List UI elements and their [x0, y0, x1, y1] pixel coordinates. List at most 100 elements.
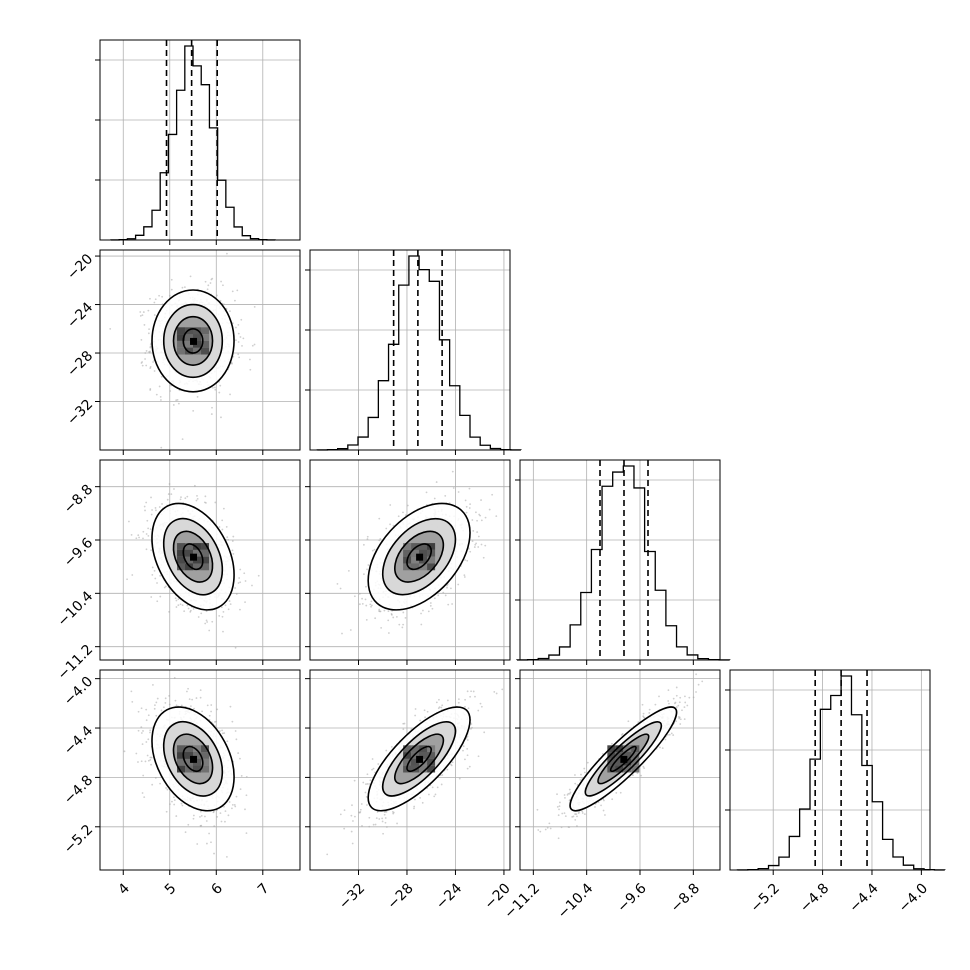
scatter-point — [173, 796, 175, 799]
density-pixel — [201, 334, 210, 341]
scatter-point — [476, 531, 479, 533]
scatter-point — [389, 504, 392, 506]
density-pixel — [201, 327, 210, 335]
scatter-point — [249, 368, 252, 371]
histogram-2 — [316, 255, 522, 451]
contour-line — [151, 706, 235, 812]
scatter-point — [189, 705, 192, 708]
scatter-point — [214, 721, 216, 723]
scatter-point — [154, 704, 156, 707]
scatter-point — [149, 367, 152, 370]
scatter-point — [350, 814, 353, 817]
scatter-point — [204, 622, 207, 625]
scatter-point — [219, 299, 222, 302]
contour-line — [151, 289, 235, 393]
panel-content — [126, 483, 260, 649]
density-pixel — [193, 752, 202, 759]
scatter-point — [144, 760, 147, 763]
scatter-point — [464, 758, 466, 761]
scatter-point — [476, 519, 478, 522]
scatter-point — [358, 592, 361, 595]
scatter-point — [168, 610, 171, 613]
density-pixel — [201, 543, 210, 550]
scatter-point — [145, 364, 148, 367]
scatter-point — [442, 591, 445, 594]
scatter-point — [251, 584, 253, 587]
scatter-point — [235, 795, 238, 798]
scatter-point — [147, 534, 150, 537]
scatter-point — [173, 677, 176, 679]
scatter-point — [168, 483, 171, 485]
scatter-point — [211, 406, 213, 409]
scatter-point — [220, 820, 223, 823]
scatter-point — [349, 629, 352, 631]
scatter-point — [444, 494, 447, 497]
scatter-point — [469, 503, 472, 506]
scatter-point — [159, 574, 162, 577]
scatter-point — [196, 843, 199, 845]
density-pixel — [201, 347, 210, 355]
scatter-point — [140, 707, 143, 710]
scatter-point — [183, 286, 186, 289]
panel-content — [326, 688, 504, 856]
scatter-point — [127, 520, 130, 523]
scatter-point — [192, 814, 195, 817]
scatter-point — [186, 690, 188, 693]
scatter-point — [187, 823, 190, 826]
scatter-point — [224, 820, 226, 823]
density-pixel — [403, 752, 412, 759]
density-pixel — [201, 556, 210, 564]
scatter-point — [387, 610, 390, 613]
scatter-point — [195, 499, 198, 502]
scatter-point — [155, 509, 157, 512]
scatter-point — [471, 540, 474, 543]
density-pixel — [193, 563, 202, 571]
scatter-point — [370, 600, 373, 603]
density-pixel — [201, 549, 210, 557]
scatter-point — [137, 710, 140, 713]
scatter-point — [444, 594, 447, 597]
scatter-point — [371, 549, 374, 552]
scatter-point — [452, 487, 455, 489]
scatter-point — [473, 546, 476, 548]
scatter-point — [441, 704, 444, 707]
scatter-point — [477, 709, 480, 712]
scatter-point — [462, 749, 464, 752]
scatter-point — [385, 749, 388, 752]
scatter-point — [196, 497, 199, 500]
panel-frame — [99, 249, 301, 451]
scatter-point — [213, 825, 216, 828]
scatter-point — [227, 608, 230, 611]
scatter-point — [169, 803, 171, 806]
scatter-point — [200, 824, 203, 827]
scatter-point — [177, 604, 180, 607]
scatter-point — [413, 807, 415, 810]
scatter-point — [450, 587, 452, 590]
scatter-point — [214, 388, 217, 391]
scatter-point — [149, 528, 152, 531]
scatter-point — [218, 526, 221, 528]
scatter-point — [137, 761, 139, 763]
scatter-point — [199, 810, 202, 813]
density-pixel — [177, 765, 186, 773]
contour-line — [381, 517, 457, 596]
scatter-point — [402, 611, 405, 614]
scatter-point — [142, 774, 145, 777]
panel-frame — [99, 669, 301, 871]
scatter-point — [205, 502, 207, 504]
density-pixel — [411, 556, 420, 564]
scatter-point — [668, 702, 670, 705]
scatter-point — [464, 698, 466, 701]
scatter-point — [147, 738, 150, 741]
density-pixel — [185, 745, 194, 753]
scatter-point — [457, 583, 460, 586]
scatter-point — [142, 730, 144, 732]
scatter-point — [170, 288, 173, 291]
scatter-point — [495, 692, 498, 695]
scatter-point — [229, 603, 232, 606]
density-pixel — [193, 549, 202, 557]
scatter-point — [216, 815, 219, 818]
scatter-point — [465, 505, 468, 508]
scatter-point — [158, 506, 161, 508]
scatter-point — [171, 800, 173, 803]
